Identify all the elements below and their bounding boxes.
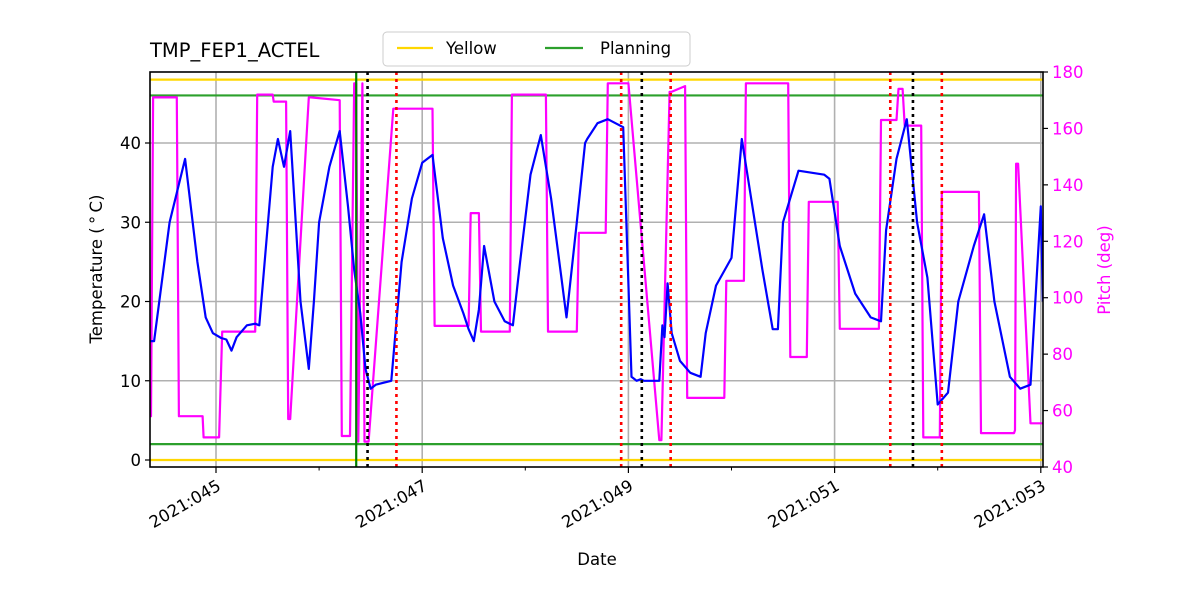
- pitch-series: [150, 82, 1043, 443]
- y2-tick-label: 140: [1052, 176, 1084, 195]
- legend: Yellow Planning: [382, 31, 691, 67]
- temperature-series: [150, 118, 1043, 406]
- y2-tick-label: 40: [1052, 458, 1073, 477]
- y2-tick-label: 160: [1052, 119, 1084, 138]
- y2-tick-label: 180: [1052, 63, 1084, 82]
- y2-tick-label: 100: [1052, 289, 1084, 308]
- x-axis-label: Date: [577, 550, 616, 569]
- y2-axis-label: Pitch (deg): [1095, 225, 1114, 314]
- y-tick-label: 20: [120, 293, 141, 312]
- data-series: [150, 82, 1043, 443]
- y2-tick-label: 80: [1052, 345, 1073, 364]
- y-tick-label: 0: [131, 451, 142, 470]
- legend-box: [382, 31, 691, 67]
- legend-label-planning: Planning: [600, 39, 671, 58]
- chart-title: TMP_FEP1_ACTEL: [149, 39, 320, 62]
- y-tick-label: 30: [120, 213, 141, 232]
- plot-frame: [149, 71, 1044, 468]
- y2-tick-label: 60: [1052, 402, 1073, 421]
- y-tick-label: 10: [120, 372, 141, 391]
- y2-tick-label: 120: [1052, 232, 1084, 251]
- legend-label-yellow: Yellow: [445, 39, 497, 58]
- y-tick-label: 40: [120, 134, 141, 153]
- limit-lines: [150, 78, 1043, 462]
- y-axis-label: Temperature ( ° C): [87, 195, 106, 345]
- event-vertical-lines: [355, 72, 944, 467]
